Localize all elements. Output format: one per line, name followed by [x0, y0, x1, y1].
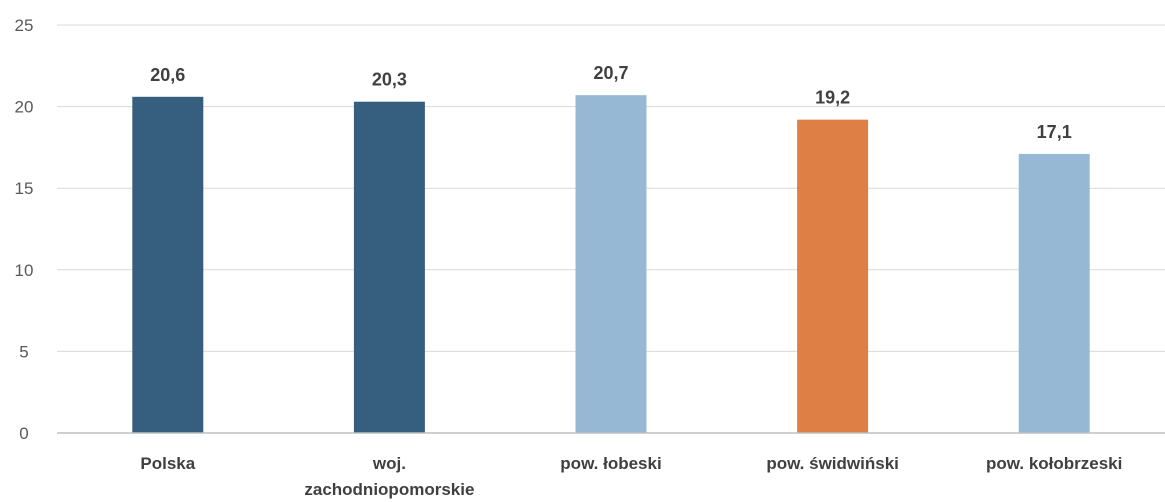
data-label: 20,7 [593, 63, 628, 83]
data-label: 20,3 [372, 70, 407, 90]
x-tick-label: pow. kołobrzeski [986, 454, 1122, 473]
y-axis: 0 5 10 15 20 25 [15, 16, 34, 443]
data-label: 19,2 [815, 88, 850, 108]
y-tick-label: 0 [19, 424, 28, 443]
y-tick-label: 20 [15, 98, 34, 117]
x-tick-label: pow. łobeski [560, 454, 661, 473]
data-label: 17,1 [1037, 122, 1072, 142]
x-tick-label: Polska [140, 454, 195, 473]
bars [132, 95, 1090, 434]
bar [1018, 153, 1090, 434]
x-tick-label: woj. zachodniopomorskie [304, 454, 474, 499]
y-tick-label: 25 [15, 16, 34, 35]
data-labels: 20,6 20,3 20,7 19,2 17,1 [150, 63, 1071, 142]
bar [353, 101, 425, 433]
bar [132, 96, 204, 434]
y-tick-label: 15 [15, 179, 34, 198]
bar [575, 95, 647, 434]
y-tick-label: 10 [15, 261, 34, 280]
x-axis: Polska woj. zachodniopomorskie pow. łobeski… [57, 432, 1165, 499]
y-tick-label: 5 [19, 342, 28, 361]
data-label: 20,6 [150, 65, 185, 85]
bar [797, 119, 869, 433]
x-tick-label: pow. świdwiński [766, 454, 899, 473]
